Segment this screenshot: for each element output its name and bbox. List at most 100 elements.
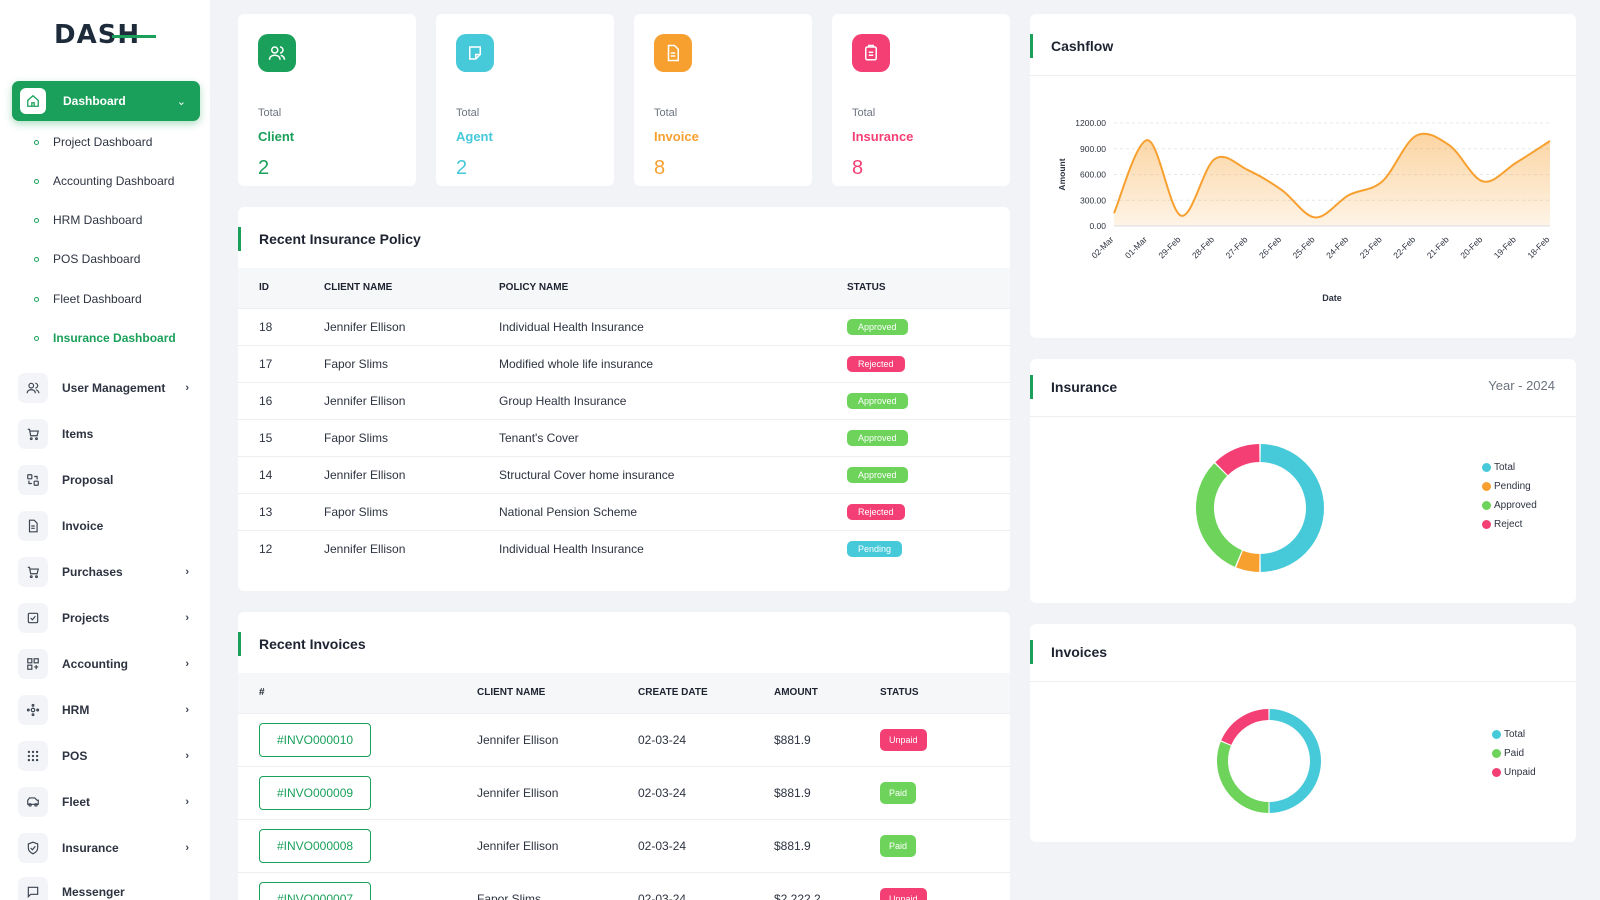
chevron-right-icon: › [185, 750, 189, 762]
cell-status: Approved [847, 418, 1010, 456]
legend-item[interactable]: Paid [1492, 744, 1536, 763]
cart-icon [18, 557, 48, 587]
donut-slice-pending[interactable] [1236, 550, 1260, 572]
submenu-project-dashboard[interactable]: Project Dashboard [34, 135, 152, 149]
table-row[interactable]: #INVO000007 Fapor Slims 02-03-24 $2,222.2 Un… [238, 871, 1010, 900]
sidebar-item-purchases[interactable]: Purchases › [18, 557, 193, 587]
legend-label: Reject [1494, 519, 1523, 530]
legend-item[interactable]: Total [1492, 725, 1536, 744]
donut-slice-paid[interactable] [1217, 741, 1269, 813]
invoice-id-link[interactable]: #INVO000009 [259, 775, 372, 810]
proposal-icon [18, 465, 48, 495]
invoice-id-link[interactable]: #INVO000010 [259, 722, 372, 757]
submenu-fleet-dashboard[interactable]: Fleet Dashboard [34, 292, 142, 306]
submenu-label: Insurance Dashboard [53, 331, 176, 345]
invoice-id-link[interactable]: #INVO000007 [259, 881, 372, 900]
stat-card-client[interactable]: Total Client 2 [238, 14, 416, 186]
table-row[interactable]: 13 Fapor Slims National Pension Scheme Reje… [238, 492, 1010, 530]
cell-client: Jennifer Ellison [324, 381, 499, 419]
table-row[interactable]: 16 Jennifer Ellison Group Health Insurance… [238, 381, 1010, 419]
cell-date: 02-03-24 [638, 765, 774, 819]
legend-item[interactable]: Unpaid [1492, 763, 1536, 782]
submenu-insurance-dashboard[interactable]: Insurance Dashboard [34, 331, 176, 345]
sidebar-item-fleet[interactable]: Fleet › [18, 787, 193, 817]
invoice-id-link[interactable]: #INVO000008 [259, 828, 372, 863]
donut-slice-unpaid[interactable] [1221, 709, 1269, 746]
panel-header: Insurance [1030, 375, 1117, 399]
table-row[interactable]: #INVO000010 Jennifer Ellison 02-03-24 $881.… [238, 712, 1010, 766]
users-icon [18, 373, 48, 403]
cell-status: Rejected [847, 344, 1010, 382]
sidebar-item-user-management[interactable]: User Management › [18, 373, 193, 403]
legend-swatch [1492, 768, 1501, 777]
table-row[interactable]: 17 Fapor Slims Modified whole life insuran… [238, 344, 1010, 382]
submenu-hrm-dashboard[interactable]: HRM Dashboard [34, 213, 142, 227]
x-tick-label: 19-Feb [1492, 234, 1518, 260]
panel-header: Cashflow [1030, 34, 1113, 58]
sidebar-item-accounting[interactable]: Accounting › [18, 649, 193, 679]
sidebar-item-invoice[interactable]: Invoice [18, 511, 193, 541]
cell-status: Unpaid [880, 871, 1010, 900]
sidebar-item-insurance[interactable]: Insurance › [18, 833, 193, 863]
x-tick-label: 24-Feb [1324, 234, 1350, 260]
cell-status: Unpaid [880, 712, 1010, 766]
submenu-label: POS Dashboard [53, 252, 141, 266]
cell-policy: Modified whole life insurance [499, 344, 847, 382]
y-tick-label: 300.00 [1080, 195, 1106, 205]
table-row[interactable]: 12 Jennifer Ellison Individual Health Insu… [238, 529, 1010, 567]
column-header: CLIENT NAME [324, 268, 499, 308]
x-tick-label: 26-Feb [1257, 234, 1283, 260]
table-row[interactable]: #INVO000008 Jennifer Ellison 02-03-24 $881.… [238, 818, 1010, 872]
table-row[interactable]: 14 Jennifer Ellison Structural Cover home … [238, 455, 1010, 493]
cell-status: Paid [880, 765, 1010, 819]
cell-client: Jennifer Ellison [324, 455, 499, 493]
messenger-icon [18, 877, 48, 900]
stat-card-invoice[interactable]: Total Invoice 8 [634, 14, 812, 186]
cell-policy: Individual Health Insurance [499, 529, 847, 567]
stat-caption: Total [258, 107, 282, 119]
accent-bar [1030, 640, 1033, 664]
donut-slice-total[interactable] [1260, 444, 1324, 572]
table-row[interactable]: 15 Fapor Slims Tenant's Cover Approved [238, 418, 1010, 456]
sidebar-item-messenger[interactable]: Messenger [18, 877, 193, 900]
status-badge: Pending [847, 540, 903, 557]
donut-slice-total[interactable] [1269, 709, 1322, 813]
submenu-pos-dashboard[interactable]: POS Dashboard [34, 252, 140, 266]
x-tick-label: 28-Feb [1190, 234, 1216, 260]
sidebar-item-items[interactable]: Items [18, 419, 193, 449]
sidebar-item-proposal[interactable]: Proposal [18, 465, 193, 495]
table-row[interactable]: #INVO000009 Jennifer Ellison 02-03-24 $881.… [238, 765, 1010, 819]
legend-swatch [1482, 501, 1491, 510]
stat-card-agent[interactable]: Total Agent 2 [436, 14, 614, 186]
cell-client: Jennifer Ellison [324, 307, 499, 345]
donut-slice-reject[interactable] [1215, 444, 1260, 476]
insurance-donut-chart [1196, 444, 1324, 572]
legend-item[interactable]: Pending [1482, 477, 1537, 496]
submenu-accounting-dashboard[interactable]: Accounting Dashboard [34, 174, 174, 188]
stat-card-insurance[interactable]: Total Insurance 8 [832, 14, 1010, 186]
logo[interactable]: DASH [54, 22, 156, 48]
x-axis-label: Date [1322, 293, 1342, 303]
legend-item[interactable]: Total [1482, 458, 1537, 477]
sidebar-item-dashboard[interactable]: Dashboard ⌄ [12, 81, 200, 121]
sidebar-item-pos[interactable]: POS › [18, 741, 193, 771]
clipboard-icon [852, 34, 890, 72]
column-header: ID [238, 268, 324, 308]
legend-item[interactable]: Reject [1482, 515, 1537, 534]
cell-amount: $881.9 [774, 712, 880, 766]
sidebar-item-label: Invoice [62, 519, 104, 533]
status-badge: Unpaid [880, 887, 927, 900]
sidebar-item-label: Proposal [62, 473, 114, 487]
cell-policy: Group Health Insurance [499, 381, 847, 419]
donut-slice-approved[interactable] [1196, 463, 1243, 567]
cell-invoice-id: #INVO000009 [238, 765, 477, 819]
recent-insurance-policy-panel: Recent Insurance Policy ID CLIENT NAME P… [238, 207, 1010, 591]
chevron-right-icon: › [185, 566, 189, 578]
legend-item[interactable]: Approved [1482, 496, 1537, 515]
table-row[interactable]: 18 Jennifer Ellison Individual Health Insu… [238, 307, 1010, 345]
sidebar-item-hrm[interactable]: HRM › [18, 695, 193, 725]
panel-title: Recent Insurance Policy [259, 231, 421, 247]
home-icon [20, 88, 46, 114]
sidebar-item-label: Fleet [62, 795, 91, 809]
sidebar-item-projects[interactable]: Projects › [18, 603, 193, 633]
